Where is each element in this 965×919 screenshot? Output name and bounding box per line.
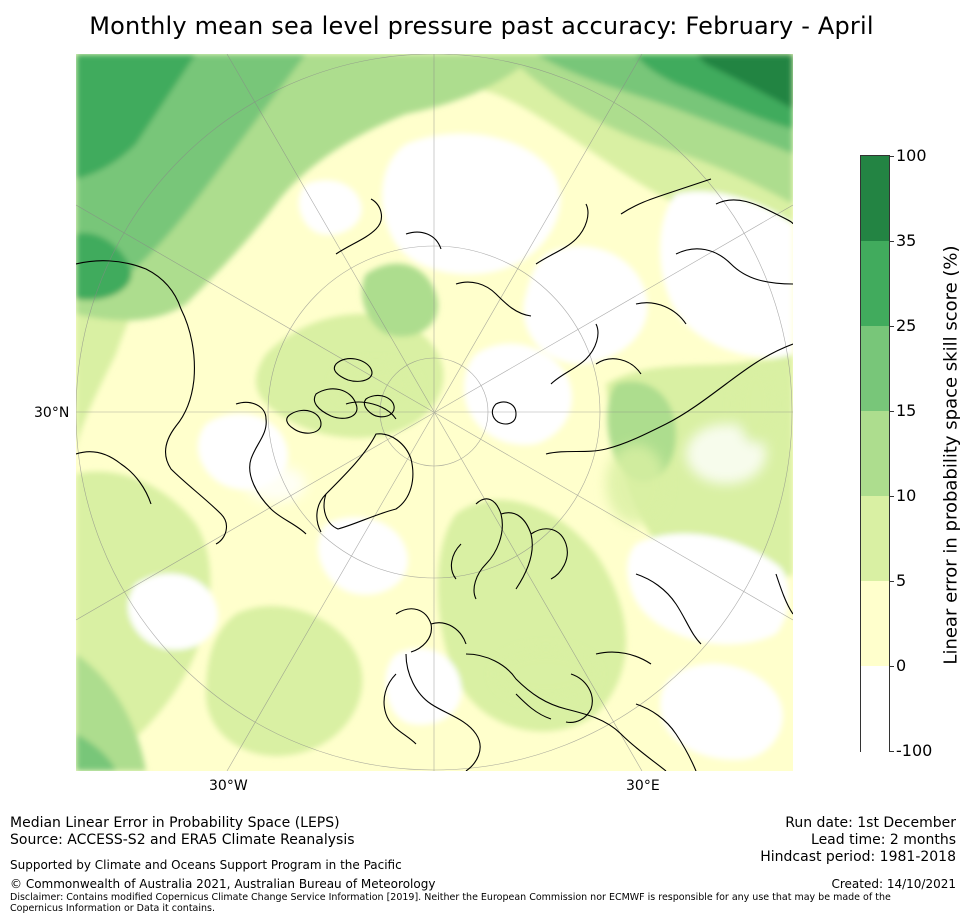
skill-region-5-10: [206, 606, 363, 756]
footer-lead-time: Lead time: 2 months: [811, 832, 956, 848]
colorbar-title: Linear error in probability space skill …: [940, 245, 962, 665]
colorbar-tick: [889, 496, 894, 497]
footer-run-date: Run date: 1st December: [785, 815, 956, 831]
colorbar-tick: [889, 581, 894, 582]
footer-hindcast: Hindcast period: 1981-2018: [760, 849, 956, 865]
colorbar-segment: [861, 666, 889, 752]
colorbar-tick: [889, 666, 894, 667]
colorbar-segment: [861, 241, 889, 327]
colorbar-tick-label: 5: [896, 571, 907, 590]
meridian: [76, 204, 793, 621]
colorbar: [860, 155, 890, 752]
longitude-label-east: 30°E: [626, 778, 660, 794]
skill-region-15-25: [76, 734, 116, 771]
graticule: [76, 54, 793, 771]
skill-region-25-35: [76, 54, 196, 179]
colorbar-tick: [889, 751, 894, 752]
coastline-europe: [395, 608, 667, 771]
colorbar-segment: [861, 411, 889, 497]
longitude-label-west: 30°W: [209, 778, 248, 794]
colorbar-tick-label: 35: [896, 231, 917, 250]
coastlines: [76, 178, 793, 771]
colorbar-tick: [889, 156, 894, 157]
coastline-asia-east: [535, 178, 793, 645]
colorbar-segment: [861, 326, 889, 412]
coastline-novaya-zemlya: [491, 323, 599, 425]
coastline-russia: [545, 199, 793, 455]
colorbar-tick: [889, 241, 894, 242]
colorbar-segment: [861, 496, 889, 582]
colorbar-tick-label: 10: [896, 486, 917, 505]
footer-support: Supported by Climate and Oceans Support …: [10, 858, 402, 872]
colorbar-tick: [889, 326, 894, 327]
chart-title: Monthly mean sea level pressure past acc…: [0, 12, 965, 40]
coastline-scandinavia: [450, 498, 568, 600]
footer-leps: Median Linear Error in Probability Space…: [10, 815, 340, 831]
colorbar-segment: [861, 581, 889, 667]
colorbar-tick-label: 0: [896, 656, 907, 675]
footer-copyright: © Commonwealth of Australia 2021, Austra…: [10, 877, 436, 891]
skill-region-10-15: [76, 654, 146, 771]
footer-disclaimer: Disclaimer: Contains modified Copernicus…: [10, 892, 891, 914]
latitude-label: 30°N: [34, 405, 70, 421]
colorbar-tick-label: 25: [896, 316, 917, 335]
coastline-middle-east: [595, 651, 697, 771]
footer-created: Created: 14/10/2021: [831, 877, 956, 891]
skill-region-25-35: [76, 233, 132, 300]
map-canvas: [76, 54, 793, 771]
coastline-north-america: [76, 260, 307, 545]
polar-map: [76, 54, 793, 771]
colorbar-segment: [861, 156, 889, 242]
colorbar-tick: [889, 411, 894, 412]
colorbar-tick-label: -100: [896, 741, 933, 760]
footer-source: Source: ACCESS-S2 and ERA5 Climate Reana…: [10, 832, 355, 848]
coastline-greenland: [316, 401, 414, 533]
skill-region-35-100: [696, 54, 793, 109]
skill-region-10-15: [362, 263, 438, 337]
coastline-alaska: [335, 198, 532, 317]
coastline-mediterranean: [383, 673, 593, 745]
coastline-arctic-islands: [286, 358, 395, 434]
colorbar-tick-label: 100: [896, 146, 927, 165]
colorbar-tick-label: 15: [896, 401, 917, 420]
chart-title-text: Monthly mean sea level pressure past acc…: [89, 12, 874, 40]
